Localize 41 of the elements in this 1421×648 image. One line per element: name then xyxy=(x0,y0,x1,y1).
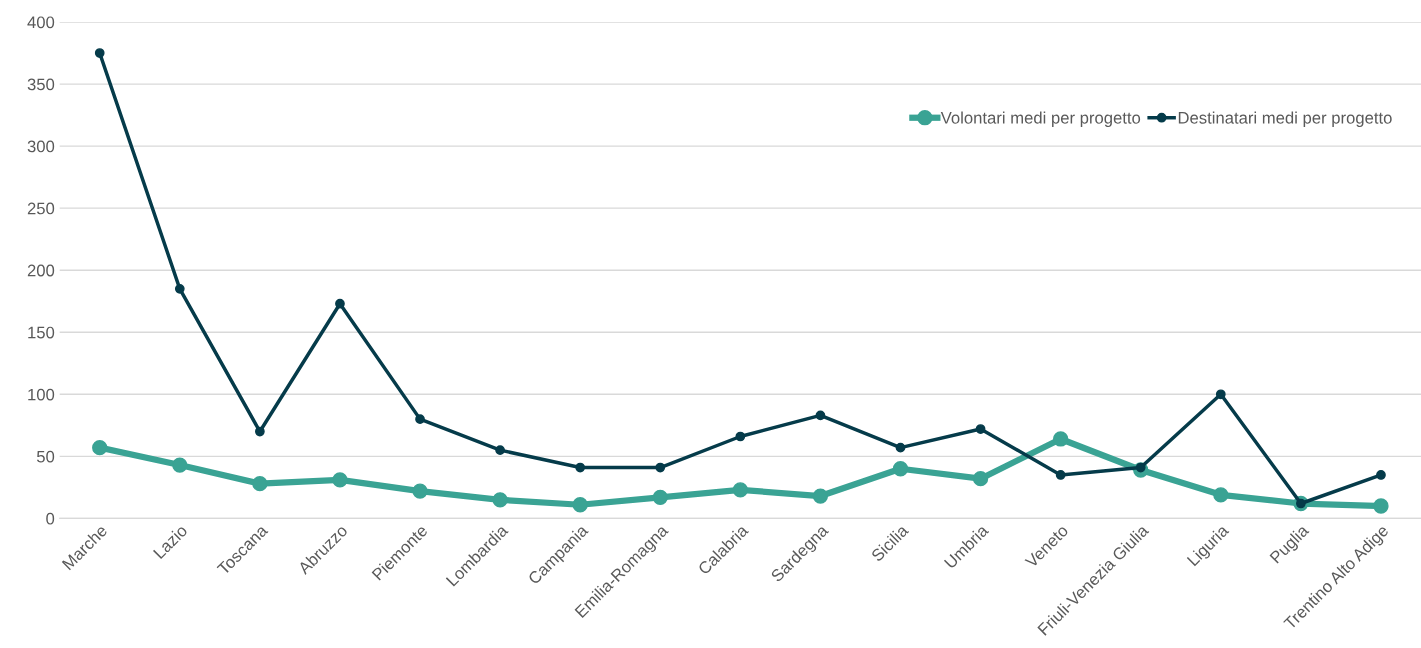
point xyxy=(1373,498,1389,514)
point xyxy=(732,482,748,498)
point xyxy=(892,461,909,477)
point xyxy=(655,462,666,473)
y-tick-label: 150 xyxy=(28,326,55,339)
point xyxy=(895,442,906,453)
point xyxy=(415,414,425,424)
point xyxy=(735,431,746,442)
point xyxy=(572,497,588,513)
y-tick-label: 250 xyxy=(27,202,55,215)
y-tick-label: 100 xyxy=(28,388,55,401)
y-tick-label: 300 xyxy=(27,140,55,153)
point xyxy=(972,471,989,487)
y-tick-label: 400 xyxy=(27,16,55,29)
y-tick-label: 350 xyxy=(27,78,55,91)
point xyxy=(255,426,265,437)
point xyxy=(1376,470,1386,480)
point xyxy=(92,440,108,456)
point xyxy=(812,488,829,504)
point xyxy=(815,410,826,421)
point xyxy=(94,48,105,58)
legend-label: Destinatari medi per progetto xyxy=(1178,111,1392,128)
point xyxy=(652,489,668,505)
point xyxy=(1053,431,1069,447)
point xyxy=(332,472,348,488)
legend-label: Volontari medi per progetto xyxy=(940,111,1141,128)
point xyxy=(1215,389,1226,400)
y-tick-label: 50 xyxy=(36,450,55,463)
y-tick-label: 0 xyxy=(46,512,55,525)
point xyxy=(495,445,505,456)
point xyxy=(575,462,586,473)
point xyxy=(172,457,188,473)
point xyxy=(492,492,508,508)
y-tick-label: 200 xyxy=(27,264,55,277)
point xyxy=(1055,470,1066,480)
point xyxy=(1213,487,1229,503)
point xyxy=(975,424,986,434)
point xyxy=(252,476,268,492)
point xyxy=(412,483,428,499)
point xyxy=(335,298,345,309)
point xyxy=(174,283,185,294)
